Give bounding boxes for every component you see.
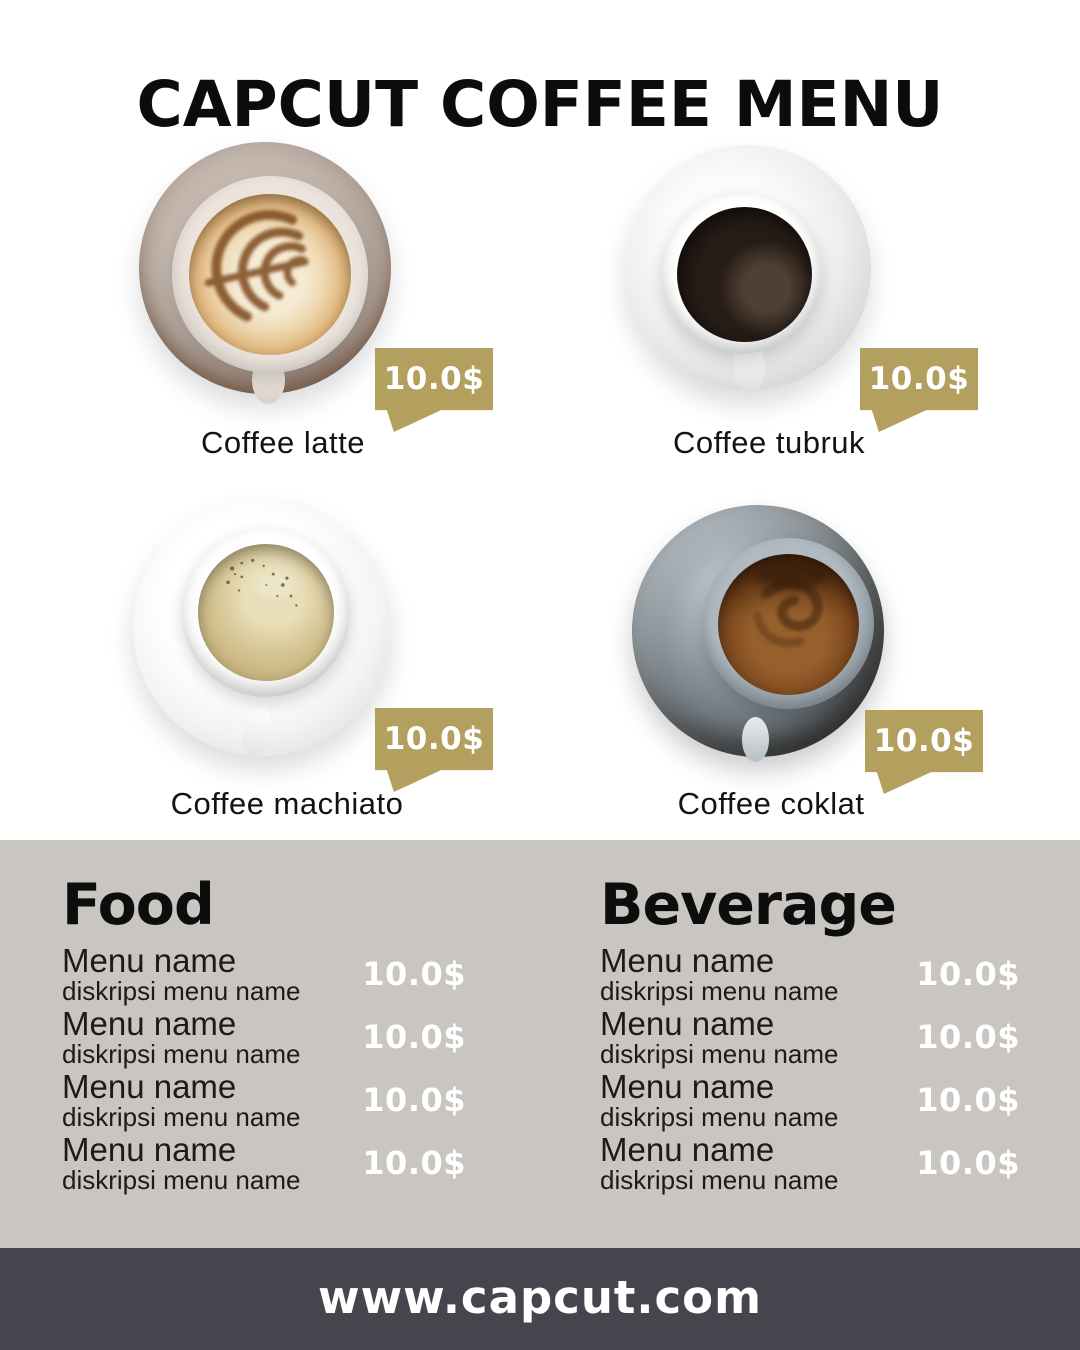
item-price: 10.0$ [916, 955, 1020, 993]
foam-swirl [752, 564, 828, 648]
price-tag-bubble: 10.0$ [375, 348, 493, 432]
menu-item: Menu name diskripsi menu name 10.0$ [600, 1131, 1020, 1195]
cup-handle [741, 716, 770, 763]
menu-item-text: Menu name diskripsi menu name [62, 1005, 301, 1069]
item-name-label: Coffee coklat [677, 786, 865, 821]
menu-item: Menu name diskripsi menu name 10.0$ [600, 1005, 1020, 1069]
item-description: diskripsi menu name [62, 1039, 301, 1069]
item-name: Menu name [62, 1005, 237, 1042]
item-price: 10.0$ [362, 1144, 466, 1182]
website-url: www.capcut.com [318, 1271, 762, 1324]
menu-item: Menu name diskripsi menu name 10.0$ [600, 942, 1020, 1006]
menu-column-beverage: Beverage Menu name diskripsi menu name 1… [600, 840, 1020, 1248]
item-price: 10.0$ [916, 1081, 1020, 1119]
page-title: CAPCUT COFFEE MENU [136, 68, 944, 142]
latte-art-fern-icon [205, 209, 310, 322]
item-name: Menu name [600, 1131, 775, 1168]
price-tag-bubble: 10.0$ [865, 710, 983, 794]
menu-item: Menu name diskripsi menu name 10.0$ [62, 1005, 466, 1069]
featured-card-machiato: 10.0$ Coffee machiato [0, 490, 540, 850]
item-description: diskripsi menu name [600, 1039, 839, 1069]
coffee-photo-machiato [133, 498, 391, 761]
section-title-beverage: Beverage [600, 872, 897, 938]
item-description: diskripsi menu name [62, 1165, 301, 1195]
section-title-food: Food [62, 872, 215, 938]
item-name-label: Coffee latte [201, 425, 365, 460]
item-name: Menu name [600, 942, 775, 979]
item-price: 10.0$ [916, 1144, 1020, 1182]
menu-item-text: Menu name diskripsi menu name [600, 942, 839, 1006]
item-price: 10.0$ [916, 1018, 1020, 1056]
menu-item: Menu name diskripsi menu name 10.0$ [62, 1131, 466, 1195]
item-name: Menu name [600, 1005, 775, 1042]
coffee-photo-latte [139, 142, 391, 405]
item-name-label: Coffee machiato [170, 786, 404, 821]
item-price: 10.0$ [362, 1018, 466, 1056]
item-price: 10.0$ [362, 1081, 466, 1119]
menu-item-text: Menu name diskripsi menu name [600, 1068, 839, 1132]
item-name: Menu name [62, 942, 237, 979]
coffee-photo-tubruk [625, 145, 871, 394]
item-description: diskripsi menu name [600, 1102, 839, 1132]
featured-card-tubruk: 10.0$ Coffee tubruk [540, 130, 1080, 490]
menu-item-text: Menu name diskripsi menu name [600, 1131, 839, 1195]
item-name: Menu name [62, 1131, 237, 1168]
menu-column-food: Food Menu name diskripsi menu name 10.0$… [62, 840, 466, 1248]
menu-item-text: Menu name diskripsi menu name [62, 1131, 301, 1195]
featured-card-latte: 10.0$ Coffee latte [0, 130, 540, 490]
item-name: Menu name [600, 1068, 775, 1105]
item-description: diskripsi menu name [600, 1165, 839, 1195]
item-description: diskripsi menu name [600, 976, 839, 1006]
item-description: diskripsi menu name [62, 976, 301, 1006]
menu-board: Food Menu name diskripsi menu name 10.0$… [0, 840, 1080, 1248]
menu-item-text: Menu name diskripsi menu name [600, 1005, 839, 1069]
item-name-label: Coffee tubruk [672, 425, 866, 460]
featured-card-coklat: 10.0$ Coffee coklat [540, 490, 1080, 850]
item-price: 10.0$ [362, 955, 466, 993]
menu-item: Menu name diskripsi menu name 10.0$ [600, 1068, 1020, 1132]
coffee-photo-coklat [632, 505, 884, 763]
menu-item-text: Menu name diskripsi menu name [62, 942, 301, 1006]
menu-item: Menu name diskripsi menu name 10.0$ [62, 1068, 466, 1132]
foam-speckles [225, 559, 298, 608]
coffee-surface [197, 544, 335, 682]
price-tag-bubble: 10.0$ [860, 348, 978, 432]
footer-bar: www.capcut.com [0, 1248, 1080, 1350]
item-name: Menu name [62, 1068, 237, 1105]
menu-item-text: Menu name diskripsi menu name [62, 1068, 301, 1132]
menu-item: Menu name diskripsi menu name 10.0$ [62, 942, 466, 1006]
price-tag-bubble: 10.0$ [375, 708, 493, 792]
coffee-surface [676, 206, 812, 342]
item-description: diskripsi menu name [62, 1102, 301, 1132]
